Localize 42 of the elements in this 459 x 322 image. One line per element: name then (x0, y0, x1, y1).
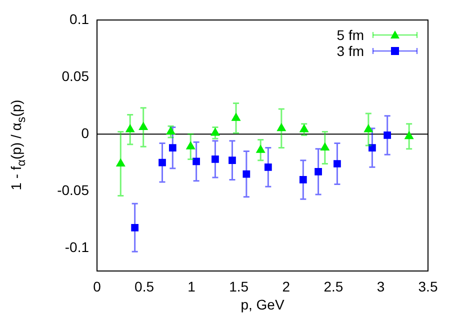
point (277, 123, 286, 132)
point (192, 158, 200, 166)
point (126, 124, 134, 132)
point (186, 142, 196, 150)
point (299, 176, 307, 184)
x-tick-label: 3 (376, 278, 385, 294)
point (368, 144, 376, 152)
x-tick-label: 2 (282, 278, 290, 294)
x-tick-label: 3.5 (418, 278, 438, 294)
point (256, 145, 266, 153)
point (232, 113, 240, 121)
point (166, 126, 176, 135)
legend-label: 3 fm (336, 43, 364, 59)
point (131, 224, 139, 232)
point (264, 163, 272, 171)
point (320, 142, 330, 151)
x-tick-label: 1.5 (229, 278, 249, 294)
y-tick-label: 0.05 (62, 68, 90, 84)
point (300, 124, 309, 132)
x-tick-label: 0 (93, 278, 102, 294)
y-tick-label: -0.1 (64, 239, 90, 256)
legend-label: 5 fm (336, 27, 364, 43)
point (404, 131, 414, 140)
point (314, 168, 322, 176)
x-axis-title: p, GeV (240, 296, 285, 312)
y-tick-label: 0.1 (70, 10, 90, 27)
y-tick-label: -0.05 (57, 182, 90, 198)
point (334, 160, 341, 168)
y-tick-label: 0 (81, 124, 90, 141)
point (384, 132, 392, 139)
point (228, 156, 236, 164)
point (168, 144, 176, 152)
x-tick-label: 2.5 (324, 278, 344, 294)
point (158, 158, 166, 166)
x-tick-label: 0.5 (134, 278, 154, 294)
point (138, 122, 148, 130)
point (242, 170, 250, 178)
point (364, 124, 373, 132)
point (116, 158, 126, 167)
point (212, 156, 219, 163)
point (210, 128, 220, 136)
x-tick-label: 1 (188, 278, 196, 294)
